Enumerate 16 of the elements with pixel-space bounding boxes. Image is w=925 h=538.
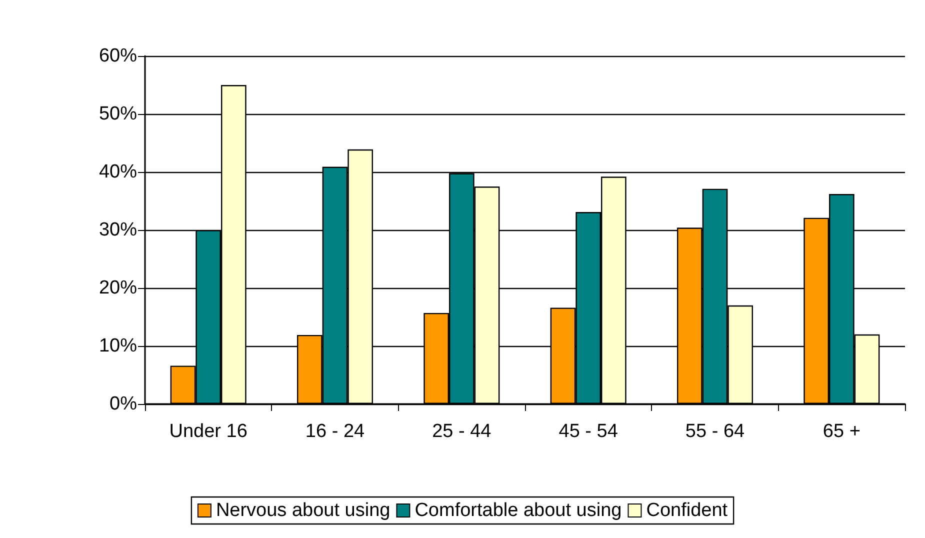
y-tick-label: 40%: [98, 162, 138, 182]
x-tick-label: 55 - 64: [685, 421, 746, 442]
y-tick-label: 60%: [98, 46, 138, 66]
x-tick-label: 25 - 44: [432, 421, 492, 442]
y-tick-label: 50%: [98, 104, 138, 124]
legend-label: Comfortable about using: [414, 500, 622, 521]
x-tick-label: Under 16: [169, 421, 248, 442]
y-tick-label: 10%: [98, 336, 138, 356]
y-tick-label: 0%: [110, 394, 138, 414]
x-tick-label: 16 - 24: [305, 421, 366, 442]
x-tick-label: 65 +: [822, 421, 860, 442]
y-tick-label: 20%: [98, 278, 138, 298]
legend-label: Nervous about using: [216, 500, 390, 521]
x-tick-label: 45 - 54: [558, 421, 618, 442]
y-tick-label: 30%: [98, 220, 138, 240]
legend-label: Confident: [646, 500, 728, 521]
